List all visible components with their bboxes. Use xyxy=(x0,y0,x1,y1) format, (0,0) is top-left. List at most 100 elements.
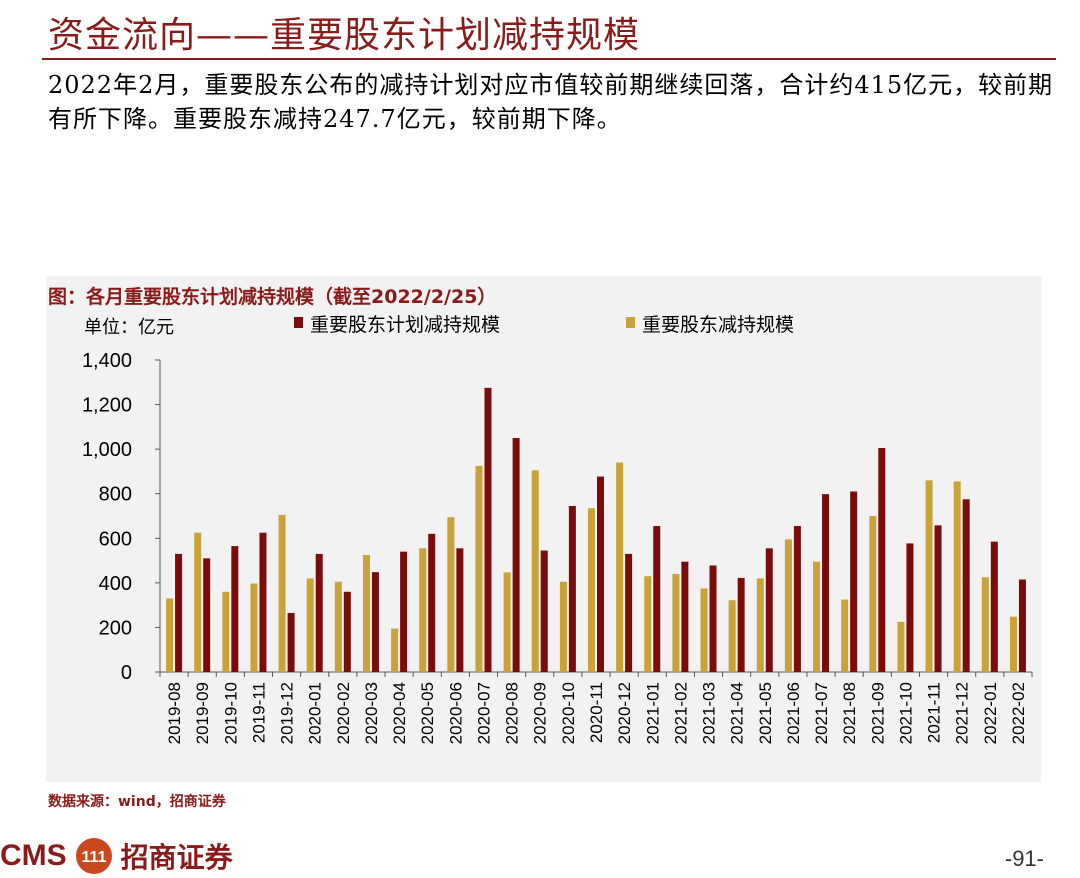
data-source: 数据来源：wind，招商证券 xyxy=(48,794,226,810)
bar-actual-reduction xyxy=(728,600,736,672)
bar-actual-reduction xyxy=(925,480,933,672)
x-tick-label: 2021-09 xyxy=(868,682,887,744)
bar-planned-reduction xyxy=(1018,579,1026,672)
bar-planned-reduction xyxy=(456,548,464,672)
x-tick-label: 2020-08 xyxy=(503,682,522,744)
bar-actual-reduction xyxy=(588,508,595,672)
x-tick-label: 2019-12 xyxy=(278,682,297,744)
bar-actual-reduction xyxy=(756,578,764,672)
bar-actual-reduction xyxy=(1009,616,1017,672)
bar-planned-reduction xyxy=(343,591,351,672)
y-tick-label: 800 xyxy=(99,484,132,506)
unit-label: 单位：亿元 xyxy=(84,317,174,338)
x-tick-label: 2020-09 xyxy=(531,682,550,744)
bar-actual-reduction xyxy=(981,577,989,672)
bar-planned-reduction xyxy=(568,505,576,672)
x-tick-label: 2019-09 xyxy=(193,682,212,744)
x-tick-label: 2021-08 xyxy=(840,682,859,744)
bar-planned-reduction xyxy=(175,553,183,672)
x-tick-label: 2021-10 xyxy=(896,682,915,744)
bar-planned-reduction xyxy=(709,565,717,672)
bar-actual-reduction xyxy=(166,598,174,672)
y-tick-label: 600 xyxy=(99,528,132,550)
bar-planned-reduction xyxy=(287,612,295,672)
x-tick-label: 2022-02 xyxy=(1009,682,1028,744)
logo-badge-text: 111 xyxy=(81,849,106,866)
bar-actual-reduction xyxy=(644,576,652,672)
bar-actual-reduction xyxy=(813,561,821,672)
bar-actual-reduction xyxy=(953,481,961,672)
y-tick-label: 1,400 xyxy=(82,350,132,372)
bar-actual-reduction xyxy=(503,572,511,672)
x-tick-label: 2021-01 xyxy=(643,682,662,744)
bar-planned-reduction xyxy=(231,546,239,672)
x-tick-label: 2021-05 xyxy=(756,682,775,744)
bar-planned-reduction xyxy=(793,526,801,672)
bar-planned-reduction xyxy=(906,543,914,672)
x-tick-label: 2022-01 xyxy=(981,682,1000,744)
chart: 图：各月重要股东计划减持规模（截至2022/2/25） 单位：亿元 重要股东计划减持… xyxy=(48,285,1033,744)
y-tick-label: 200 xyxy=(99,617,132,639)
legend-label: 重要股东计划减持规模 xyxy=(310,314,500,336)
bar-planned-reduction xyxy=(625,553,633,672)
bar-actual-reduction xyxy=(447,517,455,672)
bar-planned-reduction xyxy=(371,572,379,672)
bar-actual-reduction xyxy=(784,539,792,672)
x-tick-label: 2021-04 xyxy=(728,682,747,744)
page-title: 资金流向——重要股东计划减持规模 xyxy=(48,15,641,56)
bar-actual-reduction xyxy=(306,578,314,672)
bar-actual-reduction xyxy=(222,591,230,672)
bar-planned-reduction xyxy=(484,387,492,672)
legend-swatch xyxy=(626,317,635,328)
bar-planned-reduction xyxy=(512,438,520,672)
bar-planned-reduction xyxy=(934,525,942,672)
x-tick-label: 2020-03 xyxy=(362,682,381,744)
company-logo: CMS 111 招商证券 xyxy=(0,836,233,876)
logo-company-name: 招商证券 xyxy=(120,841,233,874)
bar-actual-reduction xyxy=(334,581,342,672)
bar-actual-reduction xyxy=(897,621,905,672)
bar-planned-reduction xyxy=(400,551,408,672)
bar-planned-reduction xyxy=(990,541,998,672)
bar-actual-reduction xyxy=(362,555,370,672)
bar-actual-reduction xyxy=(475,465,483,672)
logo-cms-text: CMS xyxy=(0,839,67,872)
bar-planned-reduction xyxy=(428,533,436,672)
bar-planned-reduction xyxy=(259,532,267,672)
x-tick-label: 2021-11 xyxy=(925,682,944,743)
bar-actual-reduction xyxy=(616,462,624,672)
y-tick-label: 400 xyxy=(99,573,132,595)
x-tick-label: 2019-11 xyxy=(249,682,268,743)
bar-actual-reduction xyxy=(391,628,399,672)
x-tick-label: 2019-10 xyxy=(221,682,240,744)
bar-actual-reduction xyxy=(250,583,258,672)
x-tick-label: 2020-12 xyxy=(615,682,634,744)
legend-label: 重要股东减持规模 xyxy=(642,314,794,336)
x-tick-label: 2019-08 xyxy=(165,682,184,744)
x-tick-label: 2021-07 xyxy=(812,682,831,744)
y-tick-label: 0 xyxy=(121,662,132,684)
bar-planned-reduction xyxy=(315,553,323,672)
logo-badge-icon: 111 xyxy=(75,838,112,874)
title-divider xyxy=(42,58,1056,60)
bar-planned-reduction xyxy=(653,526,661,672)
bar-actual-reduction xyxy=(700,588,708,672)
bar-actual-reduction xyxy=(531,470,539,672)
bar-planned-reduction xyxy=(737,577,745,672)
bar-planned-reduction xyxy=(822,494,830,672)
y-tick-label: 1,200 xyxy=(82,395,132,417)
bar-actual-reduction xyxy=(419,548,427,672)
bar-actual-reduction xyxy=(841,599,849,672)
bar-planned-reduction xyxy=(540,550,548,672)
x-tick-label: 2020-07 xyxy=(474,682,493,744)
x-tick-label: 2021-06 xyxy=(784,682,803,744)
x-tick-label: 2020-06 xyxy=(446,682,465,744)
x-tick-label: 2021-12 xyxy=(953,682,972,744)
bar-planned-reduction xyxy=(878,448,886,672)
bar-actual-reduction xyxy=(672,573,680,672)
bar-actual-reduction xyxy=(559,581,567,672)
bar-planned-reduction xyxy=(681,561,689,672)
legend-swatch xyxy=(294,317,303,328)
x-tick-label: 2020-01 xyxy=(306,682,325,744)
x-tick-label: 2020-10 xyxy=(559,682,578,744)
